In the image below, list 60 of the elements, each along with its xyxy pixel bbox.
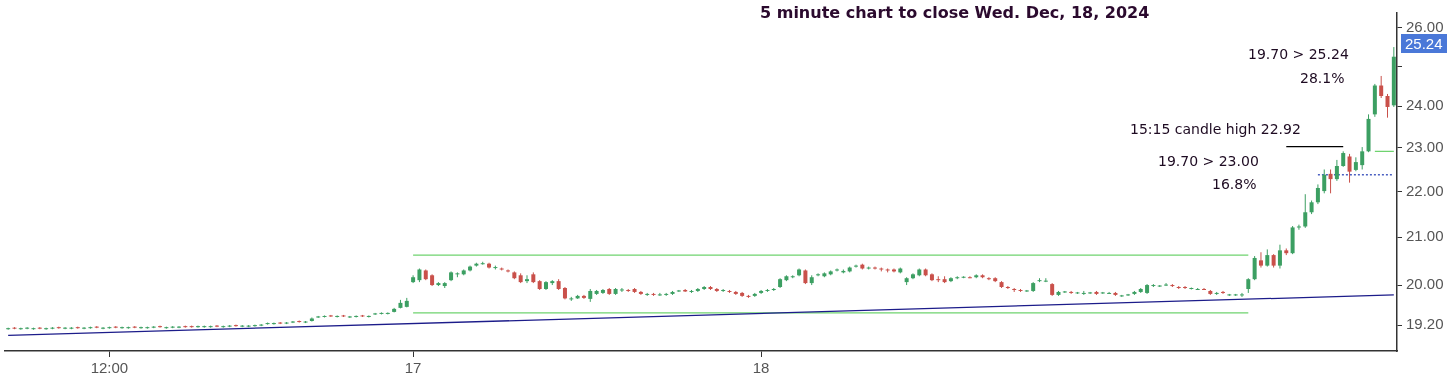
candlestick xyxy=(1277,244,1282,270)
x-tick-label: 12:00 xyxy=(90,359,129,377)
candlestick xyxy=(177,325,181,329)
candlestick xyxy=(759,289,764,295)
candlestick xyxy=(638,290,643,296)
candlestick xyxy=(82,326,87,330)
candlestick xyxy=(44,327,49,331)
annotation: 28.1% xyxy=(1300,70,1345,86)
candlestick xyxy=(271,322,276,326)
annotation: 16.8% xyxy=(1212,176,1257,192)
candlestick xyxy=(214,324,219,328)
y-tick-label: 24.00 xyxy=(1406,96,1444,114)
candlestick xyxy=(967,275,972,279)
y-tick-label: 26.00 xyxy=(1406,17,1444,35)
candlestick xyxy=(158,325,163,329)
candlestick xyxy=(1069,290,1074,295)
chart-title: 5 minute chart to close Wed. Dec, 18, 2024 xyxy=(760,3,1150,22)
candlestick xyxy=(195,325,200,329)
x-tick-label: 18 xyxy=(752,359,770,377)
candlestick xyxy=(1328,168,1333,194)
candlestick xyxy=(1107,291,1112,295)
y-tick-label: 19.20 xyxy=(1406,315,1444,333)
annotation: 19.70 > 25.24 xyxy=(1248,46,1349,62)
candlestick xyxy=(1334,159,1339,182)
y-tick-label: 22.00 xyxy=(1406,181,1444,199)
candlestick xyxy=(101,326,106,330)
candlestick xyxy=(619,287,624,293)
y-tick-label: 23.00 xyxy=(1406,138,1444,156)
candlestick xyxy=(120,326,125,330)
candlestick xyxy=(721,288,726,293)
candlestick xyxy=(1322,168,1327,194)
candlestick xyxy=(252,324,257,328)
candlestick xyxy=(1347,153,1352,184)
x-tick-label: 17 xyxy=(404,359,422,377)
candlestick xyxy=(1252,255,1257,281)
candlestick xyxy=(1360,146,1365,170)
candlestick xyxy=(1303,193,1308,229)
candlestick xyxy=(309,316,314,323)
candlestick xyxy=(25,326,30,330)
candlestick xyxy=(1202,287,1207,291)
annotation: 15:15 candle high 22.92 xyxy=(1130,121,1301,137)
candlestick xyxy=(1258,251,1263,269)
candlestick xyxy=(1183,285,1188,290)
candlestick xyxy=(1379,75,1384,99)
candlestick xyxy=(139,326,144,330)
candlestick xyxy=(525,274,529,284)
candlestick xyxy=(1239,292,1244,298)
candlestick xyxy=(816,272,821,277)
candlestick xyxy=(1296,224,1301,231)
candlestick xyxy=(63,326,68,330)
candlestick xyxy=(986,276,991,281)
y-tick-label: 20.00 xyxy=(1406,275,1444,293)
candlestick xyxy=(581,294,586,300)
candlestick xyxy=(1315,183,1320,205)
candlestick xyxy=(1005,285,1010,290)
text: 25.24 xyxy=(1401,34,1447,53)
annotation: 19.70 > 23.00 xyxy=(1158,153,1259,169)
y-tick-label: 21.00 xyxy=(1406,227,1444,245)
candlestick xyxy=(233,324,238,328)
candlestick xyxy=(1385,93,1390,119)
